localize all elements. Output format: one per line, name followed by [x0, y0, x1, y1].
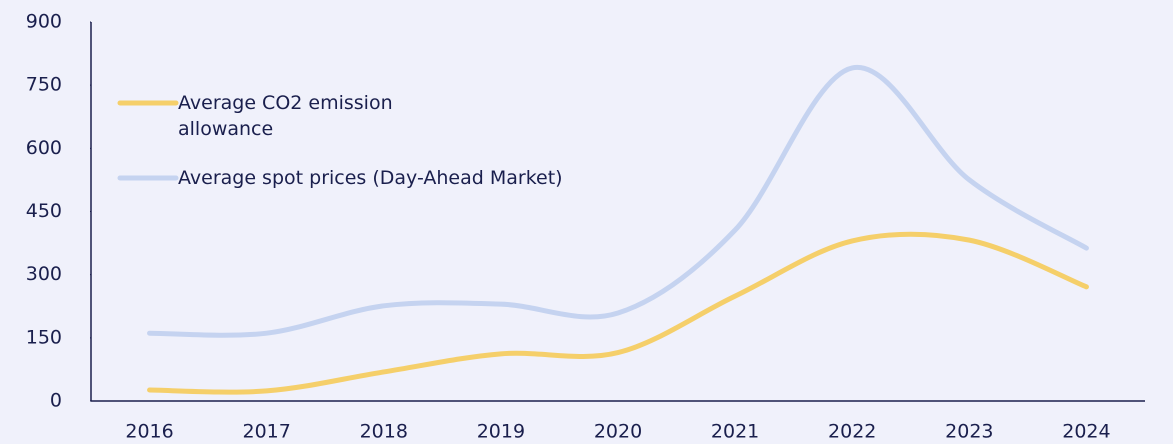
series-line: [147, 65, 1089, 338]
x-tick-label: 2021: [711, 421, 759, 443]
x-tick-label: 2022: [828, 421, 876, 443]
y-tick-label: 900: [26, 11, 62, 33]
y-tick-label: 600: [26, 137, 62, 159]
y-tick-label: 750: [26, 74, 62, 96]
legend-label: Average CO2 emission allowance: [178, 92, 393, 140]
x-tick-label: 2019: [477, 421, 525, 443]
y-tick-label: 0: [50, 390, 62, 412]
x-tick-label: 2016: [125, 421, 173, 443]
x-tick-label: 2024: [1062, 421, 1110, 443]
x-tick-label: 2020: [594, 421, 642, 443]
legend-entry: Average spot prices (Day-Ahead Market): [178, 167, 563, 189]
legend-entry: Average CO2 emission allowance: [178, 92, 393, 140]
legend-label: Average spot prices (Day-Ahead Market): [178, 167, 563, 189]
series-line: [147, 231, 1089, 395]
x-tick-label: 2017: [242, 421, 290, 443]
x-tick-label: 2023: [945, 421, 993, 443]
y-tick-label: 300: [26, 263, 62, 285]
y-tick-label: 450: [26, 200, 62, 222]
y-tick-label: 150: [26, 326, 62, 348]
x-tick-label: 2018: [360, 421, 408, 443]
